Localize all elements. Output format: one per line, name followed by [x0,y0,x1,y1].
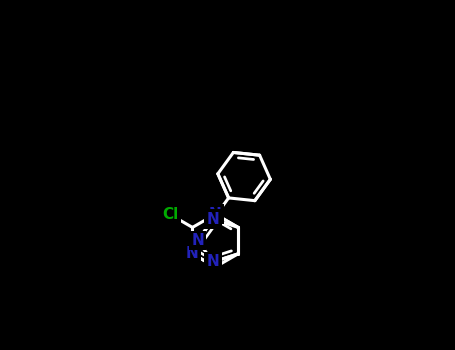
Text: N: N [207,254,219,270]
Text: N: N [186,246,199,261]
Text: N: N [207,212,219,227]
Text: N: N [209,207,222,222]
Text: N: N [191,233,204,248]
Text: Cl: Cl [162,208,179,222]
